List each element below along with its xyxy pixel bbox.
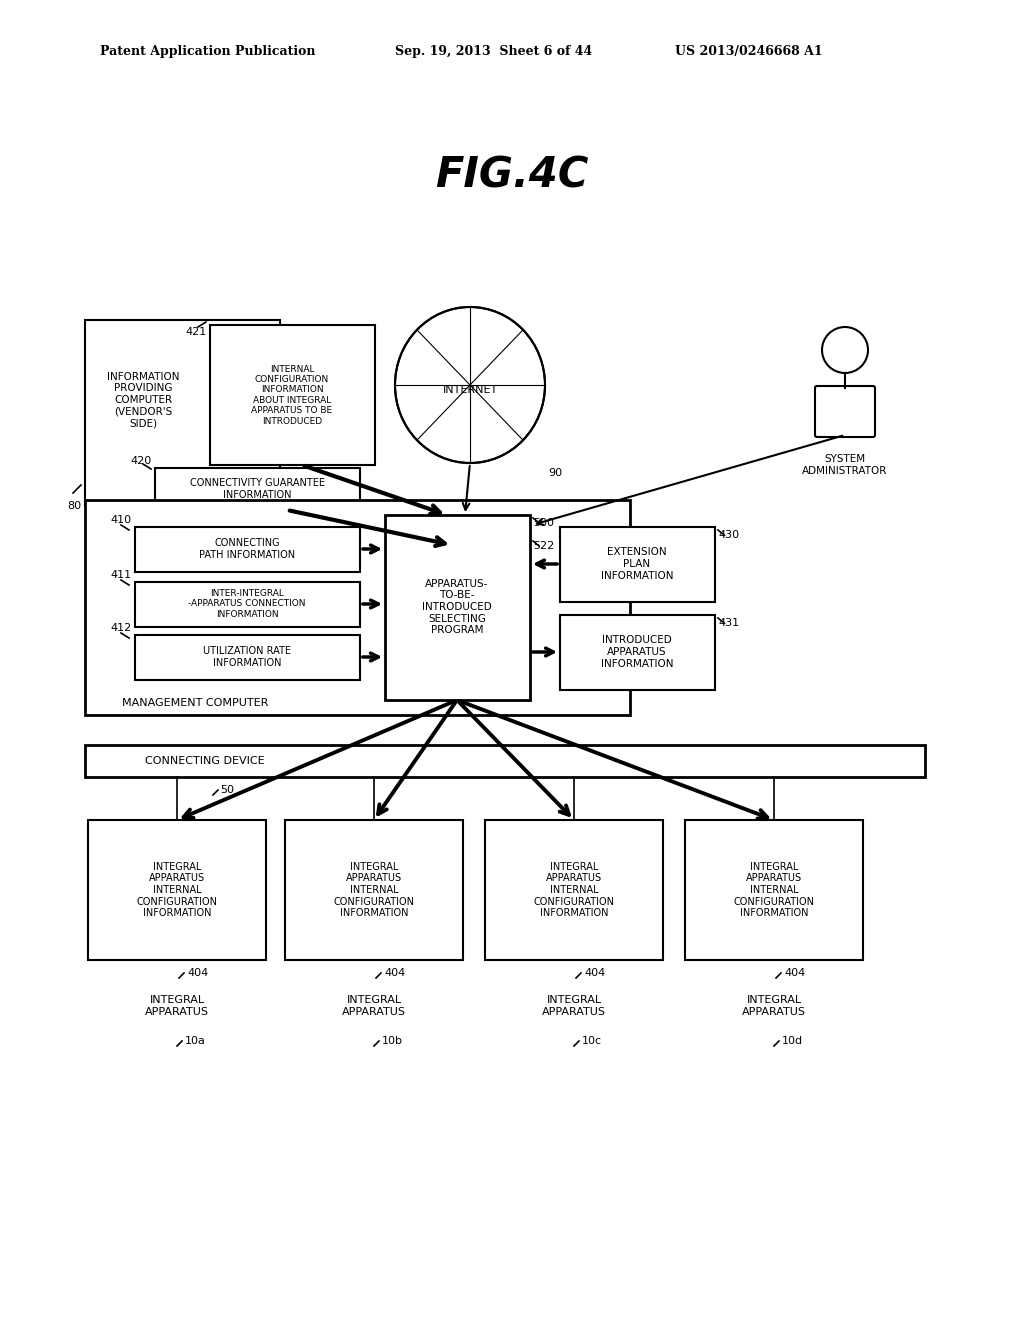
Text: INFORMATION
PROVIDING
COMPUTER
(VENDOR'S
SIDE): INFORMATION PROVIDING COMPUTER (VENDOR'S… [106,372,179,428]
Bar [485,820,663,960]
Text: 90: 90 [548,469,562,478]
Circle shape [822,327,868,374]
Text: INTRODUCED
APPARATUS
INFORMATION: INTRODUCED APPARATUS INFORMATION [601,635,673,669]
Text: 10c: 10c [582,1036,602,1045]
Text: 431: 431 [718,618,739,628]
Text: 410: 410 [111,515,132,525]
Text: 10b: 10b [382,1036,403,1045]
Bar [85,744,925,777]
Bar [135,635,360,680]
Bar [135,582,360,627]
Bar [85,500,630,715]
Text: INTEGRAL
APPARATUS: INTEGRAL APPARATUS [742,995,806,1016]
Text: 430: 430 [718,531,739,540]
FancyBboxPatch shape [815,385,874,437]
Text: 421: 421 [185,327,207,337]
Text: INTEGRAL
APPARATUS
INTERNAL
CONFIGURATION
INFORMATION: INTEGRAL APPARATUS INTERNAL CONFIGURATIO… [733,862,814,919]
Text: 80: 80 [67,502,81,511]
Bar [285,820,463,960]
Text: Patent Application Publication: Patent Application Publication [100,45,315,58]
Text: INTEGRAL
APPARATUS: INTEGRAL APPARATUS [542,995,606,1016]
Text: US 2013/0246668 A1: US 2013/0246668 A1 [675,45,822,58]
Text: INTEGRAL
APPARATUS: INTEGRAL APPARATUS [145,995,209,1016]
Text: 500: 500 [534,517,554,528]
Text: INTER-INTEGRAL
-APPARATUS CONNECTION
INFORMATION: INTER-INTEGRAL -APPARATUS CONNECTION INF… [188,589,306,619]
Text: CONNECTIVITY GUARANTEE
INFORMATION: CONNECTIVITY GUARANTEE INFORMATION [189,478,325,500]
Bar [385,515,530,700]
Text: INTERNET: INTERNET [442,385,498,395]
Text: SYSTEM
ADMINISTRATOR: SYSTEM ADMINISTRATOR [803,454,888,475]
Text: 420: 420 [131,455,152,466]
Text: Sep. 19, 2013  Sheet 6 of 44: Sep. 19, 2013 Sheet 6 of 44 [395,45,592,58]
Text: INTEGRAL
APPARATUS
INTERNAL
CONFIGURATION
INFORMATION: INTEGRAL APPARATUS INTERNAL CONFIGURATIO… [136,862,217,919]
Text: 50: 50 [220,785,234,795]
Text: INTEGRAL
APPARATUS
INTERNAL
CONFIGURATION
INFORMATION: INTEGRAL APPARATUS INTERNAL CONFIGURATIO… [534,862,614,919]
Bar [560,615,715,690]
Text: INTEGRAL
APPARATUS: INTEGRAL APPARATUS [342,995,406,1016]
Text: APPARATUS-
TO-BE-
INTRODUCED
SELECTING
PROGRAM: APPARATUS- TO-BE- INTRODUCED SELECTING P… [422,578,492,635]
Text: 404: 404 [584,968,605,978]
Text: 411: 411 [111,570,132,579]
Bar [88,820,266,960]
Bar [210,325,375,465]
Text: CONNECTING DEVICE: CONNECTING DEVICE [145,756,265,766]
Text: UTILIZATION RATE
INFORMATION: UTILIZATION RATE INFORMATION [203,647,291,668]
Text: 10a: 10a [185,1036,206,1045]
Text: CONNECTING
PATH INFORMATION: CONNECTING PATH INFORMATION [199,539,295,560]
Text: 404: 404 [187,968,208,978]
Bar [155,469,360,510]
Bar [135,527,360,572]
Text: 404: 404 [784,968,805,978]
Bar [560,527,715,602]
Text: 10d: 10d [782,1036,803,1045]
Text: FIG.4C: FIG.4C [435,154,589,195]
Text: INTERNAL
CONFIGURATION
INFORMATION
ABOUT INTEGRAL
APPARATUS TO BE
INTRODUCED: INTERNAL CONFIGURATION INFORMATION ABOUT… [252,364,333,425]
Ellipse shape [395,308,545,463]
Text: INTEGRAL
APPARATUS
INTERNAL
CONFIGURATION
INFORMATION: INTEGRAL APPARATUS INTERNAL CONFIGURATIO… [334,862,415,919]
Bar [85,319,280,506]
Text: MANAGEMENT COMPUTER: MANAGEMENT COMPUTER [122,698,268,708]
Text: 522: 522 [534,541,554,550]
Text: 412: 412 [111,623,132,634]
Text: EXTENSION
PLAN
INFORMATION: EXTENSION PLAN INFORMATION [601,548,673,581]
Text: 404: 404 [384,968,406,978]
Bar [685,820,863,960]
